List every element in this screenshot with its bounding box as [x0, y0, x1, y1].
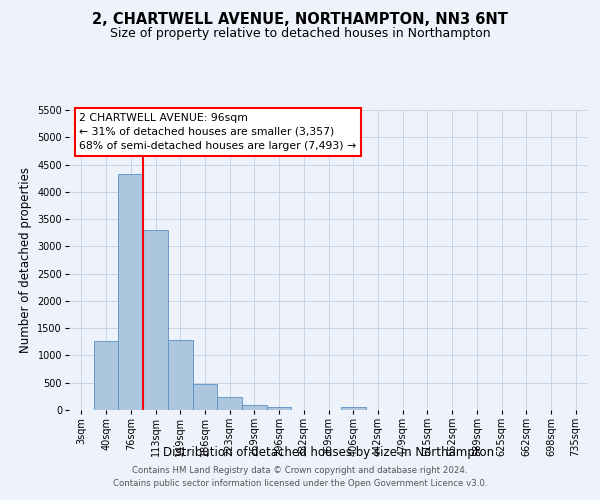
Bar [193, 384, 217, 410]
Bar [168, 340, 193, 410]
Text: Distribution of detached houses by size in Northampton: Distribution of detached houses by size … [163, 446, 494, 459]
Bar [217, 397, 242, 410]
Y-axis label: Number of detached properties: Number of detached properties [19, 167, 32, 353]
Bar [94, 340, 118, 410]
Text: 2 CHARTWELL AVENUE: 96sqm
← 31% of detached houses are smaller (3,357)
68% of se: 2 CHARTWELL AVENUE: 96sqm ← 31% of detac… [79, 113, 356, 151]
Bar [118, 174, 143, 410]
Text: Size of property relative to detached houses in Northampton: Size of property relative to detached ho… [110, 28, 490, 40]
Bar [242, 405, 267, 410]
Text: 2, CHARTWELL AVENUE, NORTHAMPTON, NN3 6NT: 2, CHARTWELL AVENUE, NORTHAMPTON, NN3 6N… [92, 12, 508, 28]
Bar [341, 406, 365, 410]
Bar [143, 230, 168, 410]
Text: Contains HM Land Registry data © Crown copyright and database right 2024.
Contai: Contains HM Land Registry data © Crown c… [113, 466, 487, 487]
Bar [267, 406, 292, 410]
